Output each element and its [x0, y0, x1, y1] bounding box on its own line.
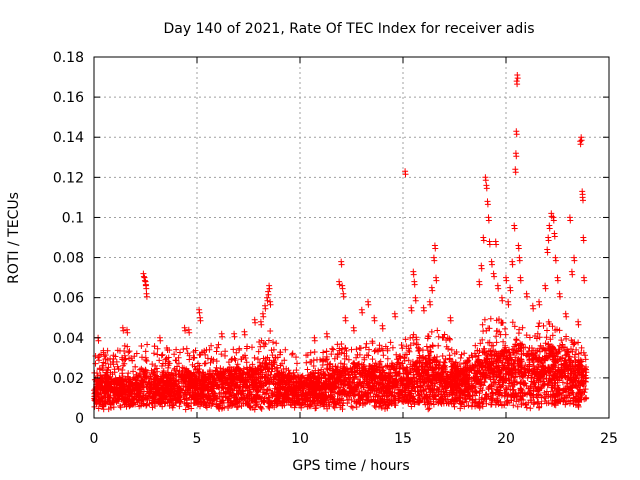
x-tick-label: 20 — [497, 431, 515, 447]
y-tick-label: 0.12 — [53, 170, 84, 186]
x-tick-label: 0 — [90, 431, 99, 447]
plot-frame — [93, 56, 610, 419]
x-tick-label: 15 — [394, 431, 412, 447]
y-tick-label: 0.1 — [62, 210, 84, 226]
y-tick-label: 0.08 — [53, 251, 84, 267]
data-points — [91, 72, 590, 413]
x-tick-label: 5 — [193, 431, 202, 447]
x-axis-label: GPS time / hours — [292, 458, 409, 474]
y-tick-label: 0.18 — [53, 50, 84, 66]
chart-title: Day 140 of 2021, Rate Of TEC Index for r… — [163, 21, 534, 37]
y-tick-label: 0.04 — [53, 331, 84, 347]
roti-points — [91, 72, 590, 413]
y-tick-label: 0 — [75, 411, 84, 427]
y-tick-label: 0.14 — [53, 130, 84, 146]
y-axis-label: ROTI / TECUs — [6, 192, 22, 284]
y-tick-label: 0.16 — [53, 90, 84, 106]
x-tick-label: 10 — [291, 431, 309, 447]
x-tick-label: 25 — [600, 431, 618, 447]
y-tick-label: 0.02 — [53, 371, 84, 387]
axis-ticks: 0 5 10 15 20 25 0 0.02 0.04 0.06 0.08 0.1 0.12 0.14 0.… — [53, 50, 618, 447]
y-tick-label: 0.06 — [53, 291, 84, 307]
